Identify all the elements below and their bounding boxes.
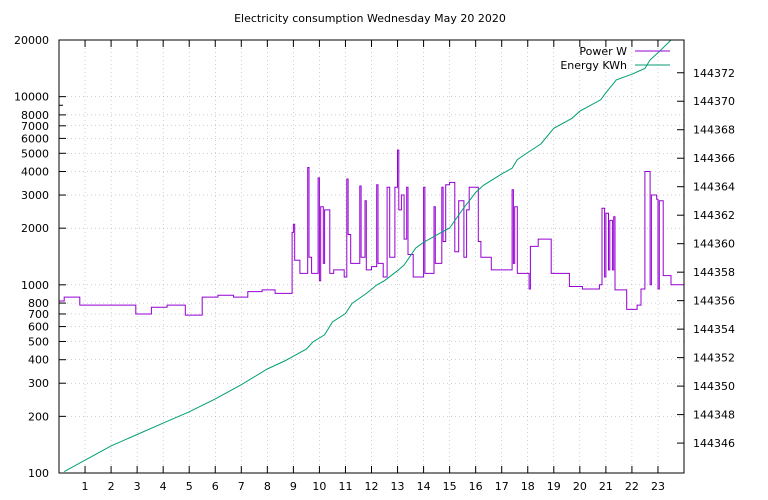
right-tick-label: 144356 xyxy=(693,295,735,308)
left-tick-label: 1000 xyxy=(21,279,49,292)
left-tick-label: 6000 xyxy=(21,132,49,145)
bottom-tick-label: 17 xyxy=(495,480,509,493)
plot-frame xyxy=(58,39,685,474)
right-tick-label: 144358 xyxy=(693,266,735,279)
right-tick-label: 144360 xyxy=(693,238,735,251)
bottom-axis-ticks: 1 2 3 4 5 6 7 8 9 10 11 12 13 14 15 16 17 18 19 20 21 22 23 xyxy=(82,40,665,493)
right-axis-ticks: 144346 144348 144350 144352 144354 144356 1443… xyxy=(677,67,735,450)
bottom-tick-label: 21 xyxy=(599,480,613,493)
bottom-tick-label: 20 xyxy=(573,480,587,493)
bottom-tick-label: 19 xyxy=(547,480,561,493)
right-tick-label: 144362 xyxy=(693,209,735,222)
bottom-tick-label: 5 xyxy=(186,480,193,493)
legend-label-power: Power W xyxy=(579,45,627,58)
bottom-tick-label: 2 xyxy=(108,480,115,493)
left-tick-label: 8000 xyxy=(21,109,49,122)
bottom-tick-label: 14 xyxy=(417,480,431,493)
bottom-tick-label: 23 xyxy=(651,480,665,493)
series-layer xyxy=(59,39,684,473)
left-tick-label: 100 xyxy=(28,467,49,480)
bottom-tick-label: 8 xyxy=(264,480,271,493)
left-tick-label: 200 xyxy=(28,410,49,423)
right-tick-label: 144346 xyxy=(693,437,735,450)
legend: Power W Energy KWh xyxy=(560,45,670,72)
bottom-tick-label: 7 xyxy=(238,480,245,493)
bottom-tick-label: 13 xyxy=(391,480,405,493)
left-tick-label: 500 xyxy=(28,335,49,348)
right-tick-label: 144368 xyxy=(693,124,735,137)
left-tick-label: 700 xyxy=(28,308,49,321)
left-tick-label: 4000 xyxy=(21,166,49,179)
bottom-tick-label: 16 xyxy=(469,480,483,493)
left-tick-label: 600 xyxy=(28,321,49,334)
bottom-tick-label: 15 xyxy=(443,480,457,493)
left-tick-label: 10000 xyxy=(14,91,49,104)
series-power-line xyxy=(59,149,684,316)
bottom-tick-label: 22 xyxy=(625,480,639,493)
left-tick-label: 7000 xyxy=(21,120,49,133)
bottom-tick-label: 10 xyxy=(312,480,326,493)
bottom-tick-label: 3 xyxy=(134,480,141,493)
left-tick-label: 2000 xyxy=(21,222,49,235)
left-tick-label: 300 xyxy=(28,377,49,390)
bottom-tick-label: 4 xyxy=(160,480,167,493)
bottom-tick-label: 1 xyxy=(82,480,89,493)
left-tick-label: 3000 xyxy=(21,189,49,202)
left-tick-label: 400 xyxy=(28,354,49,367)
left-tick-label: 5000 xyxy=(21,147,49,160)
bottom-tick-label: 18 xyxy=(521,480,535,493)
right-tick-label: 144348 xyxy=(693,409,735,422)
right-tick-label: 144370 xyxy=(693,95,735,108)
bottom-tick-label: 12 xyxy=(365,480,379,493)
right-tick-label: 144364 xyxy=(693,181,735,194)
legend-label-energy: Energy KWh xyxy=(560,59,627,72)
chart-title: Electricity consumption Wednesday May 20… xyxy=(234,12,506,25)
bottom-tick-label: 11 xyxy=(338,480,352,493)
right-tick-label: 144372 xyxy=(693,67,735,80)
left-tick-label: 800 xyxy=(28,297,49,310)
bottom-tick-label: 6 xyxy=(212,480,219,493)
series-energy-line xyxy=(63,39,672,473)
right-tick-label: 144354 xyxy=(693,323,735,336)
right-tick-label: 144366 xyxy=(693,152,735,165)
bottom-tick-label: 9 xyxy=(290,480,297,493)
left-tick-label: 20000 xyxy=(14,34,49,47)
right-tick-label: 144350 xyxy=(693,380,735,393)
right-tick-label: 144352 xyxy=(693,352,735,365)
